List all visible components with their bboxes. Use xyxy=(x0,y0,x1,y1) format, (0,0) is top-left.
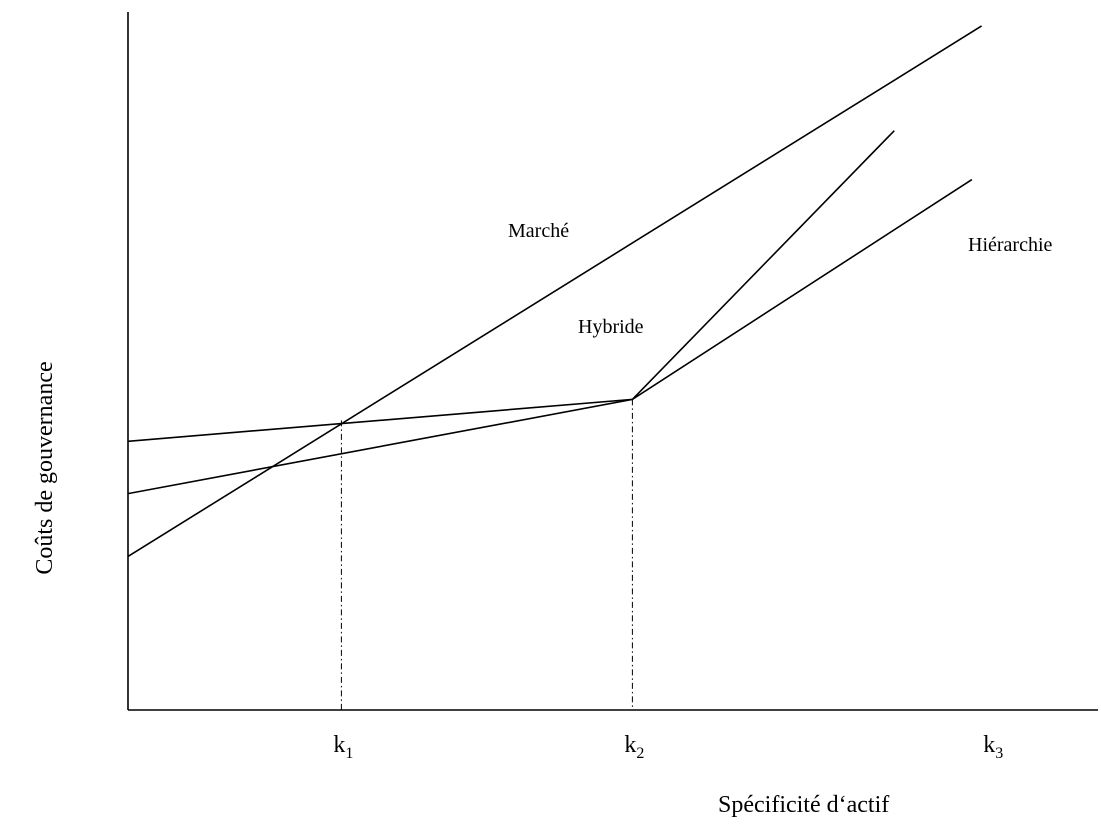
series-label-hybride: Hybride xyxy=(578,316,644,338)
series-line-hierarchie xyxy=(127,178,973,443)
series-line-hybride xyxy=(127,130,895,495)
y-axis-title: Coûts de gouvernance xyxy=(32,361,58,574)
x-tick-labels: k1 k2 k3 xyxy=(333,732,1003,762)
series-line-marche xyxy=(127,25,983,558)
series-label-hierarchie: Hiérarchie xyxy=(968,234,1053,256)
x-axis-title: Spécificité d‘actif xyxy=(718,792,889,818)
series-lines xyxy=(127,25,983,558)
x-tick-label-1: k1 xyxy=(333,732,353,762)
guide-lines xyxy=(340,399,633,710)
x-tick-label-3: k3 xyxy=(983,732,1003,762)
series-label-marche: Marché xyxy=(508,220,569,242)
x-tick-label-2: k2 xyxy=(624,732,644,762)
